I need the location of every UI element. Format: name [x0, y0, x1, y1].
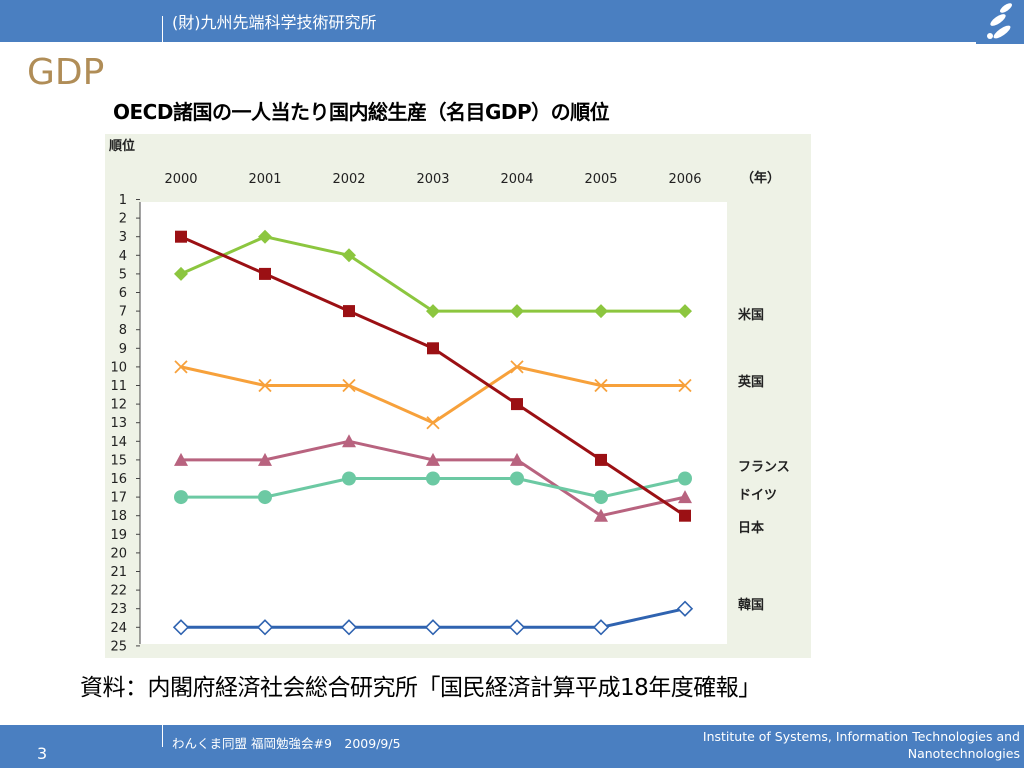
- data-point: [594, 304, 608, 319]
- series-label: 米国: [738, 307, 764, 323]
- y-tick-label: 11: [110, 379, 127, 394]
- series-label: 日本: [738, 520, 764, 536]
- data-point: [259, 267, 271, 280]
- data-point: [510, 304, 524, 319]
- data-point: [510, 452, 524, 466]
- x-tick-label: 2005: [584, 172, 617, 187]
- data-point: [258, 490, 272, 505]
- y-tick-label: 24: [110, 621, 127, 636]
- x-tick-label: 2003: [416, 172, 449, 187]
- y-tick-label: 13: [110, 416, 127, 431]
- chart-heading: OECD諸国の一人当たり国内総生産（名目GDP）の順位: [113, 100, 610, 124]
- y-tick-label: 10: [110, 360, 127, 375]
- data-point: [343, 305, 355, 318]
- data-point: [592, 619, 610, 636]
- data-point: [511, 398, 523, 411]
- data-point: [424, 619, 442, 636]
- institute-name-line2: Nanotechnologies: [907, 746, 1020, 761]
- y-tick-label: 16: [110, 472, 127, 487]
- y-tick-label: 4: [119, 249, 127, 264]
- data-point: [426, 452, 440, 466]
- x-axis-unit: （年）: [741, 170, 780, 186]
- y-tick-label: 1: [119, 193, 127, 208]
- footer-bar: 3 わんくま同盟 福岡勉強会#9 2009/9/5 Institute of S…: [0, 725, 1024, 768]
- data-point-stroke: [174, 360, 188, 374]
- footer-divider: [162, 725, 163, 747]
- data-point: [595, 453, 607, 466]
- y-tick-label: 21: [110, 565, 127, 580]
- y-tick-label: 3: [119, 230, 127, 245]
- data-point: [508, 619, 526, 636]
- data-point: [174, 452, 188, 466]
- data-point: [340, 619, 358, 636]
- data-point: [172, 619, 190, 636]
- organization-name: (財)九州先端科学技術研究所: [172, 13, 377, 32]
- data-point: [594, 508, 608, 522]
- event-label: わんくま同盟 福岡勉強会#9 2009/9/5: [172, 736, 401, 751]
- data-point: [426, 304, 440, 319]
- y-tick-label: 17: [110, 491, 127, 506]
- data-point-stroke: [342, 378, 356, 393]
- data-point: [427, 342, 439, 355]
- y-tick-label: 7: [119, 305, 127, 320]
- x-tick-label: 2006: [668, 172, 701, 187]
- institute-name-line1: Institute of Systems, Information Techno…: [702, 729, 1020, 744]
- header-divider: [162, 16, 163, 42]
- institute-logo-icon: [976, 0, 1024, 44]
- series-label: 英国: [737, 374, 764, 390]
- data-point: [678, 490, 692, 504]
- data-point-stroke: [678, 378, 692, 393]
- y-tick-label: 9: [119, 342, 127, 357]
- data-point: [175, 230, 187, 243]
- y-tick-label: 12: [110, 398, 127, 413]
- data-point-stroke: [426, 416, 440, 430]
- x-tick-label: 2004: [500, 172, 533, 187]
- y-tick-label: 25: [110, 639, 127, 654]
- data-point: [342, 248, 356, 263]
- y-tick-label: 6: [119, 286, 127, 301]
- data-point: [258, 452, 272, 466]
- y-axis-label: 順位: [109, 138, 135, 154]
- data-point: [256, 619, 274, 636]
- y-tick-label: 8: [119, 323, 127, 338]
- header-bar: (財)九州先端科学技術研究所: [0, 0, 1024, 42]
- x-tick-label: 2001: [248, 172, 281, 187]
- data-point: [342, 434, 356, 448]
- data-point-stroke: [594, 378, 608, 393]
- y-tick-label: 20: [110, 546, 127, 561]
- data-point-stroke: [510, 360, 524, 374]
- source-note: 資料：内閣府経済社会総合研究所「国民経済計算平成18年度確報」: [80, 675, 761, 701]
- series-label: 韓国: [738, 597, 764, 613]
- y-tick-label: 5: [119, 267, 127, 282]
- data-point: [174, 266, 188, 281]
- y-tick-label: 22: [110, 584, 127, 599]
- y-tick-label: 18: [110, 509, 127, 524]
- data-point: [679, 509, 691, 522]
- y-tick-label: 14: [110, 435, 127, 450]
- y-tick-label: 15: [110, 453, 127, 468]
- data-point: [258, 229, 272, 244]
- y-tick-label: 19: [110, 528, 127, 543]
- data-point: [510, 471, 524, 486]
- institute-name: Institute of Systems, Information Techno…: [703, 728, 1020, 762]
- x-tick-label: 2000: [164, 172, 197, 187]
- x-tick-label: 2002: [332, 172, 365, 187]
- series-label: ドイツ: [738, 488, 777, 503]
- data-point-stroke: [258, 378, 272, 393]
- y-tick-label: 23: [110, 602, 127, 617]
- slide-title: GDP: [27, 52, 105, 93]
- data-point: [342, 471, 356, 486]
- series-label: フランス: [738, 460, 790, 475]
- y-tick-label: 2: [119, 212, 127, 227]
- data-point: [676, 600, 694, 617]
- data-point: [594, 490, 608, 505]
- data-point: [426, 471, 440, 486]
- data-point: [678, 304, 692, 319]
- data-point: [678, 471, 692, 486]
- page-number: 3: [37, 744, 48, 763]
- data-point: [174, 490, 188, 505]
